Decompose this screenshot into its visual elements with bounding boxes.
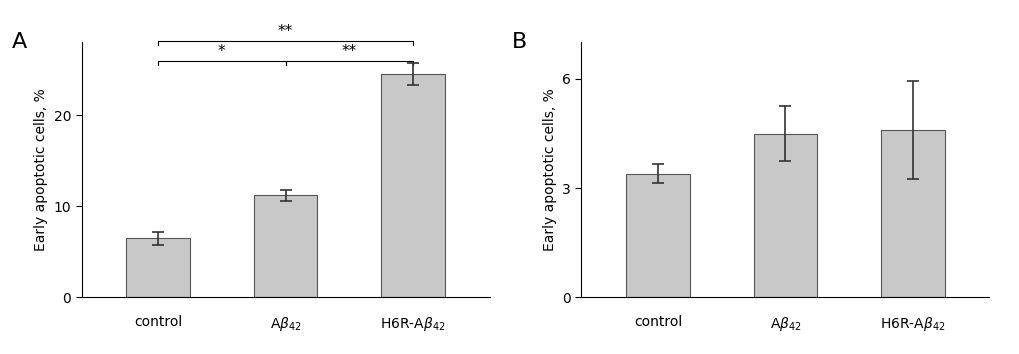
Text: A$\beta_{42}$: A$\beta_{42}$	[768, 315, 801, 333]
Y-axis label: Early apoptotic cells, %: Early apoptotic cells, %	[34, 88, 48, 251]
Text: **: **	[278, 24, 292, 39]
Bar	[880, 130, 944, 297]
Y-axis label: Early apoptotic cells, %: Early apoptotic cells, %	[542, 88, 556, 251]
Text: H6R-A$\beta_{42}$: H6R-A$\beta_{42}$	[879, 315, 945, 333]
Text: control: control	[633, 315, 682, 329]
Text: H6R-A$\beta_{42}$: H6R-A$\beta_{42}$	[380, 315, 445, 333]
Bar	[381, 74, 444, 297]
Text: A: A	[12, 32, 28, 52]
Text: control: control	[133, 315, 182, 329]
Text: **: **	[341, 44, 357, 59]
Bar	[753, 133, 816, 297]
Text: A$\beta_{42}$: A$\beta_{42}$	[269, 315, 302, 333]
Text: *: *	[218, 44, 225, 59]
Bar	[126, 238, 190, 297]
Text: B: B	[512, 32, 527, 52]
Bar	[626, 173, 689, 297]
Bar	[254, 195, 317, 297]
